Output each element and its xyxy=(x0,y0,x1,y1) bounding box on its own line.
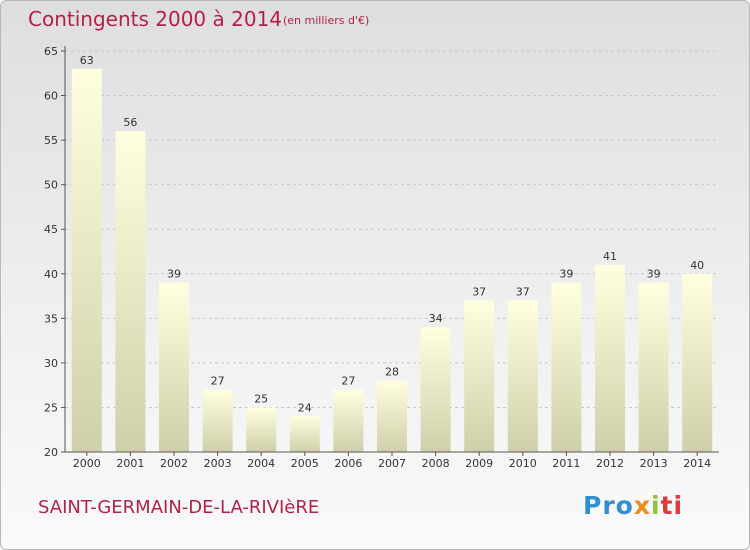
bar xyxy=(595,264,625,452)
bar xyxy=(202,389,233,452)
bar-value-label: 40 xyxy=(690,259,704,272)
x-tick-label: 2000 xyxy=(73,457,101,470)
logo-part-3: i xyxy=(650,491,661,520)
y-tick-label: 40 xyxy=(44,268,58,281)
bar-value-label: 25 xyxy=(254,392,268,405)
x-tick-label: 2006 xyxy=(334,457,362,470)
bar xyxy=(159,282,189,452)
chart-subtitle: (en milliers d'€) xyxy=(283,14,370,27)
bar xyxy=(507,300,538,452)
y-tick-label: 30 xyxy=(44,357,58,370)
bar xyxy=(246,407,277,452)
x-tick-label: 2009 xyxy=(465,457,493,470)
x-tick-label: 2014 xyxy=(683,457,711,470)
bar xyxy=(551,282,582,452)
bar-value-label: 24 xyxy=(298,401,312,414)
y-tick-label: 35 xyxy=(44,312,58,325)
bar-value-label: 39 xyxy=(647,268,661,281)
y-tick-label: 25 xyxy=(44,401,58,414)
label-layer: 20 25 30 35 40 45 50 55 60 65 63 2000 56 2001 39 2002 27… xyxy=(44,45,711,470)
bar xyxy=(638,282,669,452)
bar-value-label: 27 xyxy=(211,375,225,388)
y-tick-label: 45 xyxy=(44,223,58,236)
x-tick-label: 2002 xyxy=(160,457,188,470)
bar xyxy=(420,327,451,452)
x-tick-label: 2013 xyxy=(640,457,668,470)
axis-layer xyxy=(61,46,719,456)
bar-value-label: 37 xyxy=(516,286,530,299)
bar xyxy=(289,416,320,452)
x-tick-label: 2008 xyxy=(422,457,450,470)
bar xyxy=(682,273,713,452)
x-tick-label: 2001 xyxy=(116,457,144,470)
x-tick-label: 2007 xyxy=(378,457,406,470)
logo-part-4: ti xyxy=(660,491,684,520)
bar xyxy=(71,68,102,453)
bar xyxy=(333,389,364,452)
bar-value-label: 37 xyxy=(472,286,486,299)
y-tick-label: 60 xyxy=(44,90,58,103)
bar-value-label: 39 xyxy=(167,268,181,281)
bar-value-label: 28 xyxy=(385,366,399,379)
proxiti-logo[interactable]: Proxiti xyxy=(583,491,683,520)
bar-value-label: 34 xyxy=(429,312,443,325)
y-tick-label: 65 xyxy=(44,45,58,58)
bar xyxy=(377,380,407,452)
x-tick-label: 2012 xyxy=(596,457,624,470)
x-tick-label: 2004 xyxy=(247,457,275,470)
x-tick-label: 2011 xyxy=(552,457,580,470)
bar-value-label: 27 xyxy=(341,375,355,388)
x-tick-label: 2003 xyxy=(204,457,232,470)
logo-part-1: Pro xyxy=(583,491,634,520)
bar-value-label: 56 xyxy=(123,116,137,129)
bar-value-label: 39 xyxy=(559,268,573,281)
bar-layer xyxy=(71,68,713,453)
bar xyxy=(464,300,495,452)
bar-value-label: 63 xyxy=(80,54,94,67)
commune-name: SAINT-GERMAIN-DE-LA-RIVIèRE xyxy=(38,497,320,518)
bar-value-label: 41 xyxy=(603,250,617,263)
logo-part-2: x xyxy=(633,491,651,520)
chart-title: Contingents 2000 à 2014 xyxy=(28,7,283,31)
y-tick-label: 55 xyxy=(44,134,58,147)
y-tick-label: 50 xyxy=(44,179,58,192)
x-tick-label: 2005 xyxy=(291,457,319,470)
y-tick-label: 20 xyxy=(44,446,58,459)
bar xyxy=(115,131,146,452)
x-tick-label: 2010 xyxy=(509,457,537,470)
